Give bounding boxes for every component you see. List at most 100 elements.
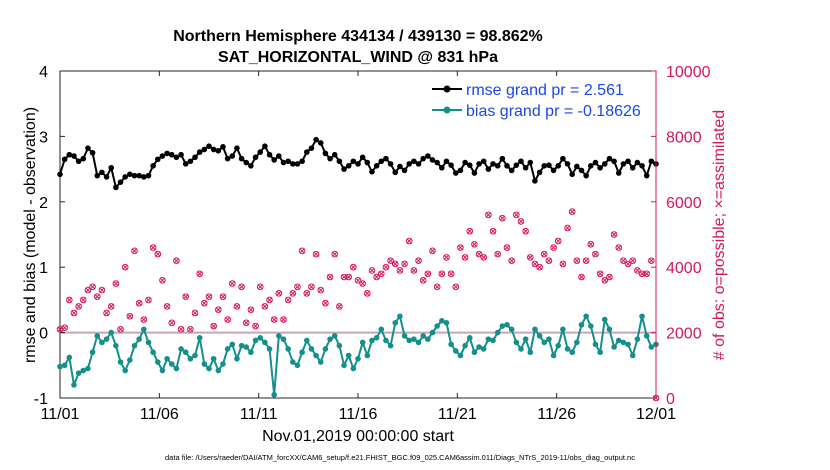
- obs-assimilated-point: [150, 244, 156, 251]
- rmse-point: [387, 161, 394, 167]
- bias-point: [229, 341, 236, 348]
- obs-assimilated-point: [550, 244, 557, 251]
- bias-point: [290, 359, 296, 365]
- obs-possible-point: [359, 280, 366, 287]
- obs-assimilated-point: [229, 280, 236, 287]
- rmse-point: [164, 150, 170, 157]
- bias-point: [122, 367, 128, 374]
- obs-assimilated-point: [290, 290, 296, 297]
- obs-possible-point: [526, 254, 534, 261]
- rmse-point: [192, 154, 198, 161]
- obs-possible-point: [205, 293, 213, 300]
- bias-point: [546, 336, 552, 342]
- rmse-point: [145, 172, 152, 179]
- bias-point: [560, 326, 566, 333]
- rmse-point: [299, 158, 305, 165]
- obs-assimilated-point: [536, 264, 543, 270]
- obs-assimilated-point: [276, 290, 282, 297]
- obs-possible-point: [75, 303, 82, 310]
- bias-point: [215, 367, 222, 374]
- rmse-point: [285, 158, 291, 165]
- obs-assimilated-point: [387, 257, 394, 264]
- bias-point: [629, 352, 636, 359]
- obs-possible-point: [578, 273, 585, 281]
- obs-assimilated-point: [317, 287, 324, 293]
- obs-assimilated-point: [299, 248, 305, 254]
- legend-rmse-marker: [443, 85, 451, 93]
- obs-assimilated-point: [369, 267, 375, 274]
- obs-possible-point: [159, 276, 166, 284]
- rmse-point: [141, 174, 147, 180]
- bias-point: [555, 342, 562, 349]
- rmse-point: [592, 159, 599, 166]
- obs-possible-point: [391, 260, 399, 268]
- bias-point: [494, 329, 501, 336]
- right-tick-label: 0: [666, 391, 675, 408]
- obs-assimilated-point: [401, 261, 408, 267]
- rmse-point: [462, 159, 468, 166]
- obs-possible-point: [270, 316, 278, 323]
- bias-point: [201, 361, 208, 367]
- obs-assimilated-point: [383, 264, 389, 270]
- rmse-point: [648, 158, 655, 165]
- bias-point: [466, 335, 473, 341]
- obs-assimilated-point: [192, 310, 198, 316]
- bias-series: [57, 313, 659, 398]
- rmse-point: [280, 159, 287, 166]
- rmse-point: [131, 172, 138, 179]
- obs-possible-point: [201, 299, 208, 307]
- rmse-point: [262, 143, 268, 150]
- data-file-footer: data file: /Users/raeder/DAI/ATM_forcXX/…: [165, 453, 635, 462]
- obs-assimilated-point: [336, 303, 343, 310]
- obs-possible-point: [513, 211, 520, 219]
- bias-point: [336, 342, 343, 349]
- obs-possible-point: [471, 241, 478, 248]
- obs-assimilated-point: [196, 270, 203, 277]
- rmse-point: [546, 162, 552, 168]
- bias-point: [490, 337, 496, 344]
- obs-assimilated-point: [341, 274, 347, 280]
- obs-possible-point: [573, 257, 581, 264]
- bias-point: [415, 339, 422, 346]
- bias-point: [192, 352, 198, 359]
- rmse-point: [187, 158, 194, 165]
- obs-possible-point: [336, 303, 343, 310]
- rmse-point: [224, 155, 231, 162]
- bias-point: [159, 367, 166, 374]
- obs-possible-point: [494, 250, 501, 258]
- obs-assimilated-point: [117, 326, 124, 333]
- bias-point: [392, 319, 399, 326]
- rmse-point: [499, 155, 506, 162]
- rmse-point: [522, 164, 529, 171]
- obs-possible-point: [634, 267, 641, 274]
- rmse-point: [513, 162, 520, 168]
- bias-point: [243, 344, 250, 350]
- obs-assimilated-point: [513, 212, 520, 218]
- obs-possible-point: [489, 227, 497, 235]
- bias-point: [429, 329, 436, 336]
- obs-assimilated-point: [262, 303, 268, 310]
- obs-assimilated-point: [476, 251, 482, 257]
- obs-possible-point: [540, 250, 548, 258]
- bias-point: [550, 352, 557, 359]
- y-axis-label: rmse and bias (model - observation): [22, 107, 39, 363]
- obs-assimilated-point: [127, 313, 133, 320]
- bias-point: [71, 382, 77, 388]
- rmse-point: [504, 163, 510, 169]
- obs-possible-point: [587, 241, 595, 248]
- rmse-point: [136, 172, 142, 179]
- rmse-point: [178, 151, 184, 158]
- obs-possible-point: [429, 247, 436, 255]
- rmse-point: [583, 172, 589, 179]
- obs-assimilated-point: [85, 287, 91, 293]
- obs-assimilated-point: [80, 297, 87, 303]
- obs-assimilated-point: [234, 303, 240, 310]
- rmse-point: [117, 179, 124, 185]
- rmse-point: [401, 167, 408, 174]
- obs-possible-point: [280, 316, 287, 323]
- bias-point: [182, 349, 189, 356]
- right-tick-label: 6000: [666, 195, 702, 212]
- chart-title: Northern Hemisphere 434134 / 439130 = 98…: [173, 28, 543, 45]
- obs-possible-point: [154, 250, 162, 258]
